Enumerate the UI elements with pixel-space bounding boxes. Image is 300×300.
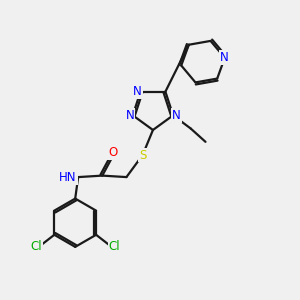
Text: N: N [220, 51, 229, 64]
Text: Cl: Cl [109, 240, 121, 253]
Text: Cl: Cl [30, 240, 42, 253]
Text: N: N [133, 85, 142, 98]
Text: HN: HN [59, 171, 77, 184]
Text: S: S [139, 148, 146, 161]
Text: N: N [172, 109, 181, 122]
Text: O: O [108, 146, 117, 159]
Text: N: N [125, 109, 134, 122]
